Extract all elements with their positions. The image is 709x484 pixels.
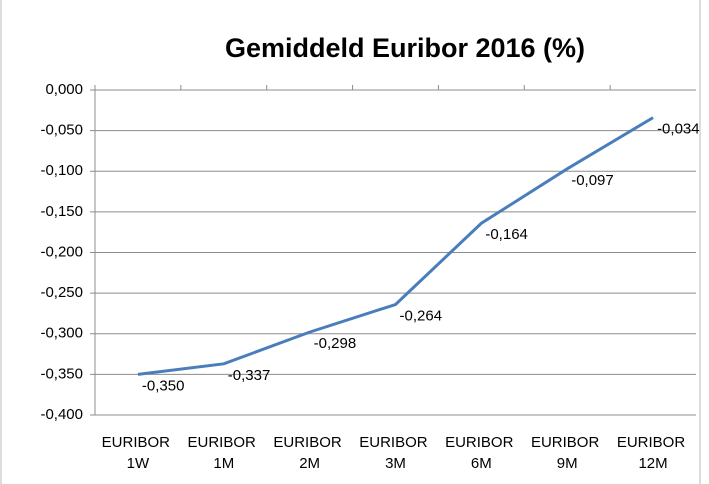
data-line [137,116,654,376]
chart-title: Gemiddeld Euribor 2016 (%) [225,33,585,63]
y-tick-label: -0,400 [40,406,83,423]
data-label: -0,337 [228,367,271,384]
x-tick-label-line: EURIBOR [273,434,346,451]
y-tick-label: -0,050 [40,122,83,139]
y-tick-label: -0,200 [40,243,83,260]
x-tick-label-line: EURIBOR [188,434,261,451]
data-label: -0,097 [571,172,614,189]
x-tick-label: EURIBOR 6M [445,434,518,472]
y-tick-label: -0,300 [40,325,83,342]
x-tick-label-line: 1W [127,455,150,472]
x-tick-label: EURIBOR 1M [188,434,261,472]
y-tick-label: -0,250 [40,284,83,301]
y-tick-label: 0,000 [45,81,83,98]
y-tick-label: -0,100 [40,162,83,179]
x-tick-label-line: EURIBOR [531,434,604,451]
x-tick-label-line: EURIBOR [445,434,518,451]
x-tick-label: EURIBOR 1W [102,434,175,472]
data-label: -0,034 [657,121,700,138]
x-tick-label-line: EURIBOR [359,434,432,451]
y-tick-label: -0,350 [40,365,83,382]
data-label: -0,164 [485,226,528,243]
x-tick-label-line: 2M [299,455,320,472]
x-tick-label-line: 6M [471,455,492,472]
y-tick-label: -0,150 [40,203,83,220]
x-tick-label: EURIBOR 3M [359,434,432,472]
x-tick-label: EURIBOR 12M [617,434,690,472]
x-tick-label: EURIBOR 2M [273,434,346,472]
x-tick-label-line: 1M [213,455,234,472]
x-tick-label-line: 12M [638,455,667,472]
x-tick-label-line: EURIBOR [617,434,690,451]
data-label: -0,298 [314,335,357,352]
x-tick-label-line: 3M [385,455,406,472]
x-tick-label-line: EURIBOR [102,434,175,451]
data-label: -0,264 [400,307,443,324]
data-label: -0,350 [142,377,185,394]
x-tick-label-line: 9M [557,455,578,472]
x-tick-label: EURIBOR 9M [531,434,604,472]
